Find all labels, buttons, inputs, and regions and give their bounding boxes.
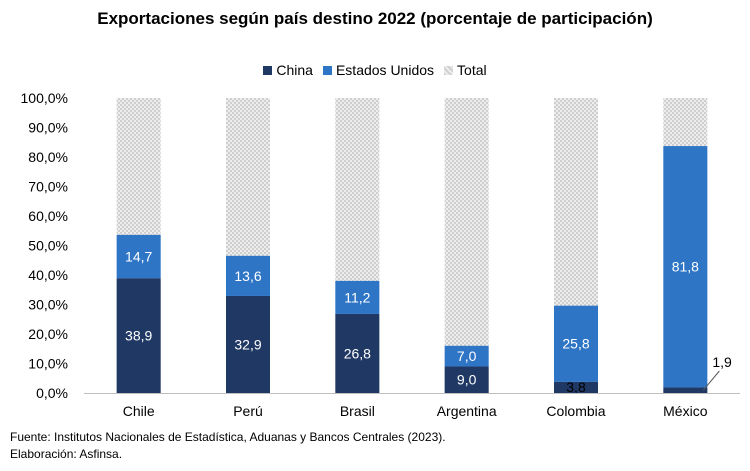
bar-china-2	[335, 313, 380, 393]
legend-swatch-total	[444, 65, 454, 75]
legend-item-china: China	[263, 62, 313, 78]
y-tick-label: 40,0%	[28, 267, 68, 283]
x-tick-label: Colombia	[546, 403, 605, 419]
source-note: Fuente: Institutos Nacionales de Estadís…	[10, 430, 446, 444]
y-tick-label: 10,0%	[28, 356, 68, 372]
leader-line-china	[702, 370, 720, 391]
legend-swatch-china	[263, 65, 273, 75]
legend-label-china: China	[276, 62, 313, 78]
x-tick-label: Perú	[233, 403, 263, 419]
legend-item-total: Total	[444, 62, 487, 78]
y-tick-label: 20,0%	[28, 326, 68, 342]
legend-label-total: Total	[457, 62, 487, 78]
bar-china-0	[116, 278, 161, 393]
bar-estados-unidos-5	[663, 146, 708, 388]
data-label-china: 9,0	[457, 372, 477, 388]
data-label-estados-unidos: 81,8	[672, 259, 699, 275]
bar-china-3	[444, 366, 489, 393]
legend-label-estados-unidos: Estados Unidos	[335, 62, 435, 78]
y-tick-label: 50,0%	[28, 238, 68, 254]
chart-title: Exportaciones según país destino 2022 (p…	[97, 9, 653, 28]
y-tick-label: 100,0%	[21, 90, 68, 106]
bar-estados-unidos-2	[335, 280, 380, 314]
bar-estados-unidos-1	[226, 255, 270, 296]
y-tick-label: 0,0%	[36, 385, 68, 401]
data-label-estados-unidos: 11,2	[344, 289, 370, 305]
legend: China Estados Unidos Total	[0, 62, 750, 78]
x-tick-label: Chile	[123, 403, 155, 419]
credit-note: Elaboración: Asfinsa.	[10, 447, 123, 461]
bar-china-5	[663, 387, 708, 393]
x-tick-label: Brasil	[340, 403, 375, 419]
data-label-estados-unidos: 14,7	[125, 249, 152, 265]
y-tick-label: 60,0%	[28, 208, 68, 224]
x-tick-label: México	[663, 403, 708, 419]
legend-item-estados-unidos: Estados Unidos	[322, 62, 435, 78]
y-tick-label: 80,0%	[28, 149, 68, 165]
bar-total-3	[444, 98, 489, 393]
y-tick-label: 70,0%	[28, 179, 68, 195]
y-tick-label: 30,0%	[28, 297, 68, 313]
bar-estados-unidos-3	[444, 345, 489, 367]
bar-china-1	[226, 295, 270, 393]
legend-swatch-estados-unidos	[322, 65, 332, 75]
data-label-estados-unidos: 25,8	[562, 336, 589, 352]
data-label-china: 38,9	[125, 328, 152, 344]
data-label-china: 3,8	[566, 379, 586, 395]
data-label-china: 32,9	[234, 336, 261, 352]
bar-estados-unidos-4	[554, 305, 598, 382]
bar-estados-unidos-0	[116, 234, 161, 279]
y-tick-label: 90,0%	[28, 120, 68, 136]
x-tick-label: Argentina	[437, 403, 497, 419]
data-label-china: 26,8	[344, 345, 371, 361]
data-label-estados-unidos: 7,0	[457, 348, 477, 364]
data-label-china: 1,9	[712, 354, 732, 370]
data-label-estados-unidos: 13,6	[234, 268, 261, 284]
bar-china-4	[554, 381, 598, 393]
